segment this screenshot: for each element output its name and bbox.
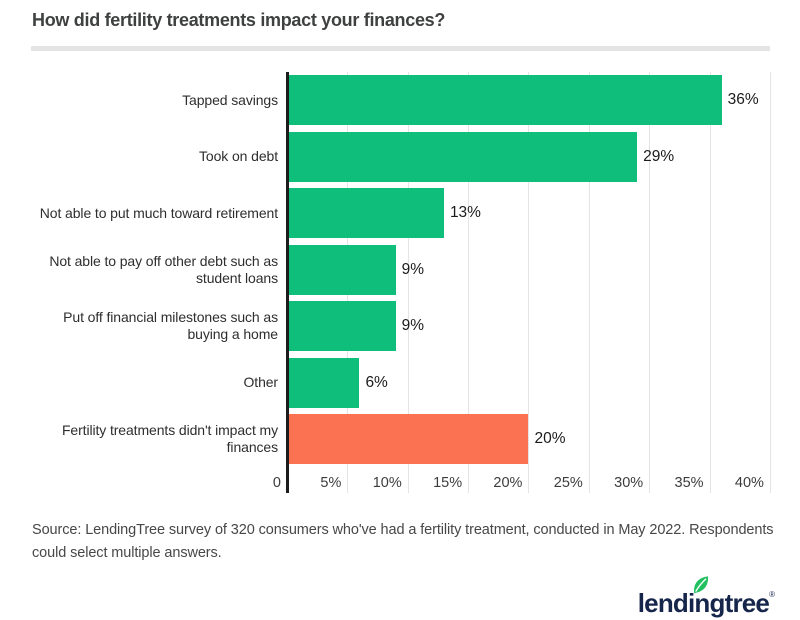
logo-registered-mark: ®: [769, 590, 775, 599]
bar-row: Fertility treatments didn't impact my fi…: [32, 411, 782, 468]
bar-track: 29%: [287, 131, 782, 182]
x-tick-label: 20%: [493, 475, 523, 491]
x-tick-label: 25%: [553, 475, 583, 491]
gridline: [709, 72, 711, 493]
bar-chart: 0 5% 10% 15% 20% 25% 30% 35% 40% Tapped savings 3…: [0, 72, 800, 493]
category-label: Tapped savings: [182, 91, 278, 108]
category-label: Fertility treatments didn't impact my fi…: [61, 422, 278, 456]
gridline: [588, 72, 590, 493]
value-label: 13%: [449, 204, 481, 222]
bar-row: Took on debt 29%: [32, 129, 782, 186]
bar: [287, 244, 396, 295]
x-tick-label: 10%: [372, 475, 402, 491]
x-tick-label: 0: [272, 475, 281, 491]
bar: [287, 75, 722, 126]
bar: [287, 131, 638, 182]
bar-row: Not able to pay off other debt such as s…: [32, 242, 782, 299]
x-tick-label: 5%: [320, 475, 342, 491]
x-tick-label: 35%: [674, 475, 704, 491]
gridline: [528, 72, 530, 493]
bar: [287, 357, 360, 408]
gridline: [407, 72, 409, 493]
bar-track: 9%: [287, 301, 782, 352]
x-tick-label: 30%: [614, 475, 644, 491]
bar-track: 20%: [287, 414, 782, 465]
bar: [287, 414, 529, 465]
bar-row: Other 6%: [32, 355, 782, 412]
bar-track: 9%: [287, 244, 782, 295]
bar-track: 36%: [287, 75, 782, 126]
value-label: 20%: [534, 430, 566, 448]
value-label: 36%: [727, 91, 759, 109]
bar-row: Put off financial milestones such as buy…: [32, 298, 782, 355]
lendingtree-logo: lendingtree®: [637, 576, 775, 620]
x-tick-label: 15%: [433, 475, 463, 491]
leaf-icon: [693, 576, 708, 594]
gridline: [769, 72, 771, 493]
value-label: 6%: [365, 373, 388, 391]
gridline: [649, 72, 651, 493]
bar-row: Tapped savings 36%: [32, 72, 782, 129]
bar: [287, 188, 444, 239]
bar-row: Not able to put much toward retirement 13…: [32, 185, 782, 242]
value-label: 29%: [643, 147, 675, 165]
category-label: Not able to pay off other debt such as s…: [49, 252, 278, 286]
source-note: Source: LendingTree survey of 320 consum…: [32, 522, 774, 562]
value-label: 9%: [401, 317, 425, 335]
page-title: How did fertility treatments impact your…: [32, 10, 446, 30]
y-axis-line: [285, 72, 289, 493]
bar-track: 13%: [287, 188, 782, 239]
category-label: Put off financial milestones such as buy…: [63, 309, 278, 343]
plot-area: 0 5% 10% 15% 20% 25% 30% 35% 40%: [273, 72, 782, 493]
title-divider: [31, 46, 770, 51]
x-tick-label: 40%: [734, 475, 764, 491]
gridline: [468, 72, 470, 493]
logo-text: lendingtree: [637, 588, 770, 618]
bar-track: 6%: [287, 357, 782, 408]
category-label: Took on debt: [199, 148, 278, 165]
bar-rows: Tapped savings 36% Took on debt 29% Not able…: [32, 72, 782, 468]
bar: [287, 301, 396, 352]
value-label: 9%: [401, 260, 425, 278]
category-label: Other: [243, 374, 278, 391]
category-label: Not able to put much toward retirement: [39, 204, 278, 221]
